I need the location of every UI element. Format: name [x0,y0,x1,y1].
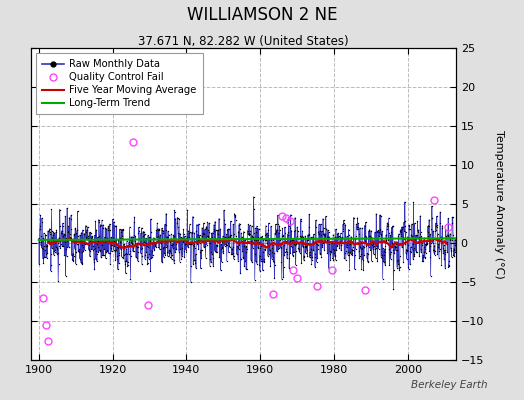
Y-axis label: Temperature Anomaly (°C): Temperature Anomaly (°C) [494,130,504,278]
Legend: Raw Monthly Data, Quality Control Fail, Five Year Moving Average, Long-Term Tren: Raw Monthly Data, Quality Control Fail, … [37,53,203,114]
Title: 37.671 N, 82.282 W (United States): 37.671 N, 82.282 W (United States) [138,35,349,48]
Text: WILLIAMSON 2 NE: WILLIAMSON 2 NE [187,6,337,24]
Text: Berkeley Earth: Berkeley Earth [411,380,487,390]
